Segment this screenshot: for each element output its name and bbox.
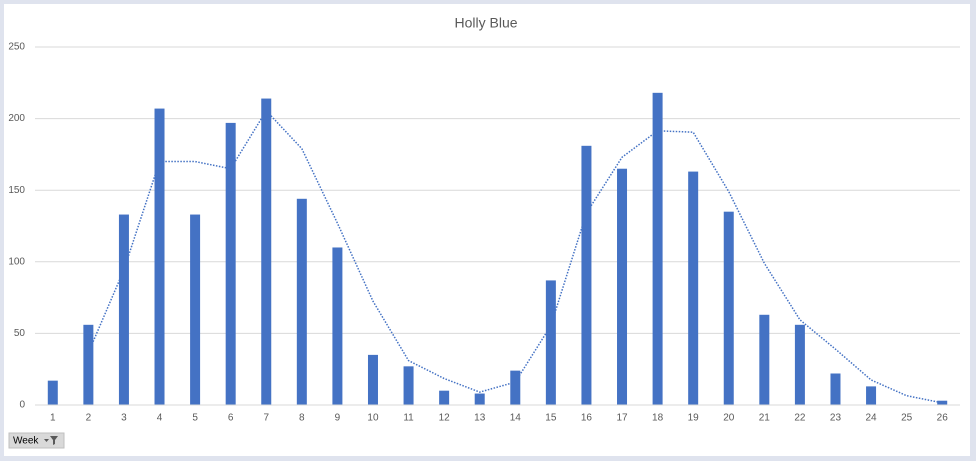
x-tick-label: 26 [937, 413, 949, 424]
x-tick-label: 4 [157, 413, 163, 424]
x-tick-label: 6 [228, 413, 234, 424]
bar [261, 98, 272, 405]
x-tick-label: 21 [759, 413, 771, 424]
bar [83, 324, 94, 405]
bar [937, 400, 948, 405]
x-tick-label: 15 [545, 413, 557, 424]
y-tick-label: 250 [8, 42, 25, 53]
x-tick-label: 25 [901, 413, 913, 424]
x-tick-label: 23 [830, 413, 842, 424]
bar [794, 324, 805, 405]
y-tick-label: 50 [14, 328, 26, 339]
chart-area [4, 4, 970, 456]
field-button[interactable]: Week [8, 432, 65, 449]
x-tick-label: 2 [86, 413, 92, 424]
bar [296, 198, 307, 405]
bar [47, 380, 58, 405]
filter-icon[interactable] [44, 436, 58, 445]
bar [510, 370, 521, 405]
bar [118, 214, 129, 405]
y-tick-label: 200 [8, 113, 25, 124]
bar [225, 122, 236, 406]
y-tick-label: 100 [8, 256, 25, 267]
bar [474, 393, 485, 405]
bar [332, 247, 343, 405]
y-tick-label: 150 [8, 185, 25, 196]
x-tick-label: 3 [121, 413, 127, 424]
bar [190, 214, 201, 405]
bar [403, 366, 414, 405]
x-tick-label: 10 [367, 413, 379, 424]
x-tick-label: 1 [50, 413, 56, 424]
x-tick-label: 8 [299, 413, 305, 424]
x-tick-label: 12 [439, 413, 451, 424]
bar [581, 145, 592, 406]
bar [545, 280, 556, 405]
x-tick-label: 20 [723, 413, 735, 424]
bar [439, 390, 450, 405]
x-tick-label: 19 [688, 413, 700, 424]
bar [759, 314, 770, 405]
x-tick-label: 11 [403, 413, 414, 424]
x-tick-label: 5 [192, 413, 198, 424]
field-button-box[interactable] [8, 432, 65, 449]
bar [688, 171, 699, 405]
trend-line [87, 109, 943, 404]
x-tick-label: 9 [335, 413, 341, 424]
field-button-label[interactable]: Week [13, 436, 39, 447]
x-tick-label: 22 [794, 413, 806, 424]
bar [154, 108, 165, 406]
y-tick-label: 0 [19, 400, 25, 411]
x-tick-label: 14 [510, 413, 522, 424]
bar [866, 386, 877, 405]
bar [723, 211, 734, 405]
x-tick-label: 16 [581, 413, 593, 424]
chart-title: Holly Blue [454, 15, 517, 31]
x-tick-label: 24 [865, 413, 877, 424]
x-tick-label: 18 [652, 413, 664, 424]
bar [830, 373, 841, 405]
x-tick-label: 7 [263, 413, 269, 424]
x-tick-label: 13 [474, 413, 486, 424]
bar [652, 92, 663, 405]
bar [367, 354, 378, 405]
bar [617, 168, 628, 405]
x-tick-label: 17 [616, 413, 628, 424]
